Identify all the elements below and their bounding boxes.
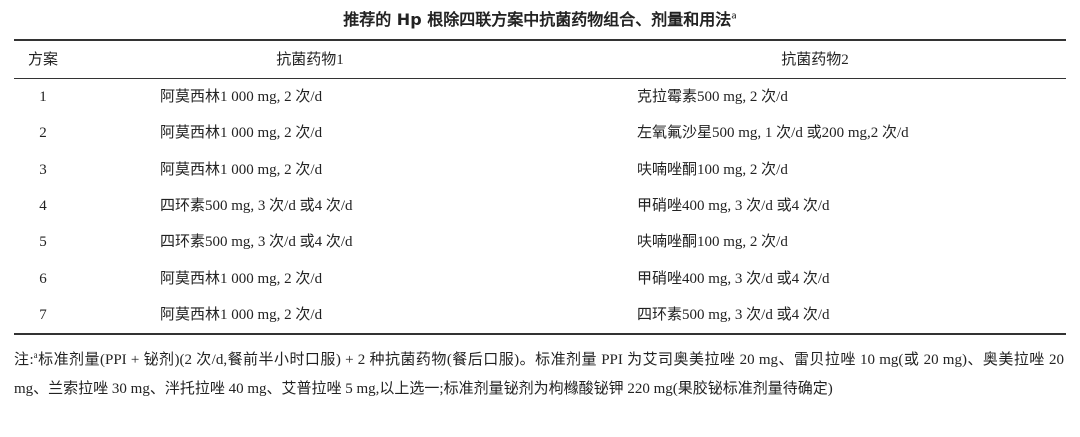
drug-cell: 甲硝唑400 mg, 3 次/d 或4 次/d: [637, 197, 830, 214]
drug-cell: 四环素500 mg, 3 次/d 或4 次/d: [637, 306, 830, 323]
column-header: 抗菌药物2: [781, 52, 849, 68]
top-rule: [14, 39, 1066, 41]
drug-cell: 四环素500 mg, 3 次/d 或4 次/d: [160, 197, 353, 214]
row-number: 2: [39, 125, 47, 142]
note-sup: a: [33, 350, 38, 360]
title-text: 推荐的 Hp 根除四联方案中抗菌药物组合、剂量和用法: [343, 10, 732, 29]
drug-cell: 呋喃唑酮100 mg, 2 次/d: [637, 234, 788, 251]
table-title: 推荐的 Hp 根除四联方案中抗菌药物组合、剂量和用法a: [0, 6, 1080, 30]
drug-cell: 四环素500 mg, 3 次/d 或4 次/d: [160, 234, 353, 251]
row-number: 7: [39, 306, 47, 323]
drug-cell: 阿莫西林1 000 mg, 2 次/d: [160, 161, 323, 178]
header-rule: [14, 78, 1066, 79]
drug-cell: 克拉霉素500 mg, 2 次/d: [637, 89, 788, 105]
drug-cell: 阿莫西林1 000 mg, 2 次/d: [160, 270, 323, 287]
drug-cell: 阿莫西林1 000 mg, 2 次/d: [160, 306, 323, 323]
column-header: 抗菌药物1: [276, 52, 344, 68]
column-header: 方案: [27, 52, 58, 68]
row-number: 3: [39, 161, 47, 178]
bottom-rule: [14, 333, 1066, 335]
drug-cell: 甲硝唑400 mg, 3 次/d 或4 次/d: [637, 270, 830, 287]
title-sup: a: [731, 11, 737, 22]
note-prefix: 注:: [14, 352, 34, 368]
drug-cell: 左氧氟沙星500 mg, 1 次/d 或200 mg,2 次/d: [637, 125, 909, 142]
row-number: 4: [39, 197, 47, 214]
note-text: 标准剂量(PPI + 铋剂)(2 次/d,餐前半小时口服) + 2 种抗菌药物(…: [14, 352, 1064, 397]
row-number: 5: [39, 234, 47, 251]
drug-cell: 阿莫西林1 000 mg, 2 次/d: [160, 89, 323, 105]
row-number: 6: [39, 270, 47, 287]
note: 注:a标准剂量(PPI + 铋剂)(2 次/d,餐前半小时口服) + 2 种抗菌…: [14, 341, 1064, 404]
row-number: 1: [39, 89, 47, 105]
drug-cell: 呋喃唑酮100 mg, 2 次/d: [637, 161, 788, 178]
drug-cell: 阿莫西林1 000 mg, 2 次/d: [160, 125, 323, 142]
